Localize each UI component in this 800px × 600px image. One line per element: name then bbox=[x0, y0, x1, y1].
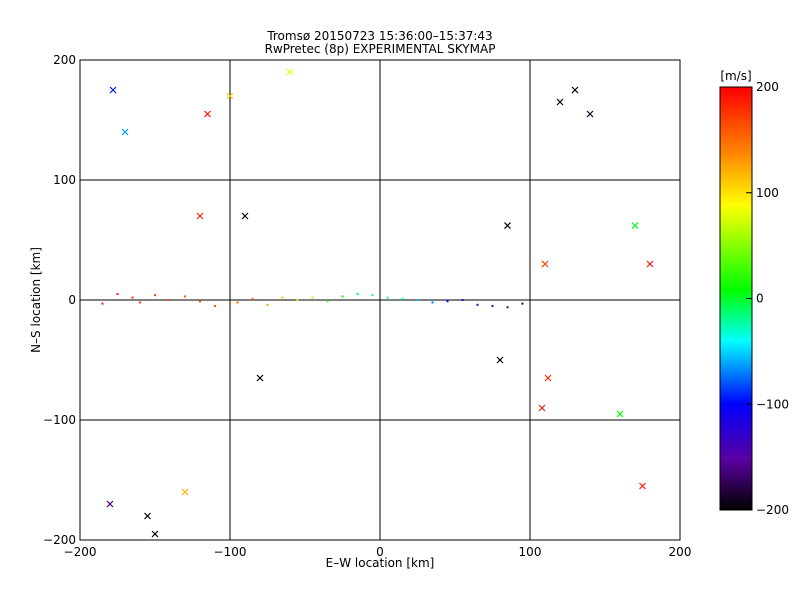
point-dot-20 bbox=[386, 296, 389, 299]
point-dot-4 bbox=[154, 294, 156, 297]
point-dot-2 bbox=[131, 296, 134, 299]
y-axis-ticks: −200 −100 0 100 200 bbox=[43, 53, 680, 547]
point-dot-17 bbox=[341, 295, 344, 298]
y-tick-label-2: 0 bbox=[68, 293, 76, 307]
point-dot-21 bbox=[401, 297, 404, 300]
colorbar-tick-label-2: 0 bbox=[756, 292, 764, 306]
point-dot-5 bbox=[169, 299, 171, 301]
point-cross-52 bbox=[121, 128, 129, 136]
colorbar-tick-label-1: −100 bbox=[756, 397, 789, 411]
point-cross-46 bbox=[241, 212, 249, 220]
point-cross-45 bbox=[538, 404, 546, 412]
point-cross-31 bbox=[144, 512, 151, 520]
point-cross-36 bbox=[646, 260, 654, 268]
point-dot-13 bbox=[281, 296, 284, 299]
point-dot-22 bbox=[416, 299, 419, 301]
point-cross-30 bbox=[204, 110, 211, 118]
x-tick-label-3: 100 bbox=[519, 545, 542, 559]
point-dot-15 bbox=[311, 296, 314, 299]
point-dot-12 bbox=[266, 303, 269, 306]
colorbar-tick-label-3: 100 bbox=[756, 186, 779, 200]
colorbar-ticks: −200 −100 0 100 200 bbox=[746, 80, 789, 517]
point-dot-8 bbox=[214, 305, 216, 307]
point-dot-16 bbox=[326, 300, 329, 303]
point-cross-41 bbox=[226, 92, 234, 100]
point-dot-23 bbox=[431, 301, 434, 304]
grid-lines bbox=[80, 60, 680, 540]
point-cross-32 bbox=[196, 212, 204, 220]
point-cross-33 bbox=[571, 86, 579, 94]
data-points bbox=[101, 68, 654, 538]
y-tick-label-0: −200 bbox=[43, 533, 76, 547]
x-tick-label-4: 200 bbox=[669, 545, 692, 559]
point-cross-53 bbox=[109, 86, 117, 94]
colorbar-tick-label-0: −200 bbox=[756, 503, 789, 517]
point-cross-38 bbox=[106, 500, 114, 508]
point-dot-29 bbox=[521, 302, 524, 305]
y-tick-label-3: 100 bbox=[53, 173, 76, 187]
x-tick-label-1: −100 bbox=[214, 545, 247, 559]
point-cross-40 bbox=[286, 68, 294, 76]
point-cross-49 bbox=[504, 222, 511, 230]
point-dot-9 bbox=[229, 302, 231, 305]
point-cross-34 bbox=[556, 98, 564, 106]
point-dot-10 bbox=[236, 301, 239, 304]
colorbar-label: [m/s] bbox=[720, 69, 751, 83]
point-dot-27 bbox=[491, 305, 494, 307]
point-dot-18 bbox=[356, 293, 359, 295]
point-dot-11 bbox=[251, 297, 254, 300]
point-dot-24 bbox=[446, 300, 449, 303]
point-dot-3 bbox=[139, 301, 141, 304]
point-dot-7 bbox=[199, 300, 201, 303]
point-dot-14 bbox=[296, 299, 299, 301]
point-cross-35 bbox=[586, 110, 594, 118]
point-dot-19 bbox=[371, 294, 374, 297]
colorbar-tick-label-4: 200 bbox=[756, 80, 779, 94]
point-cross-47 bbox=[256, 374, 264, 382]
point-dot-25 bbox=[461, 299, 464, 301]
point-cross-50 bbox=[631, 222, 639, 230]
y-axis-label: N–S location [km] bbox=[29, 247, 43, 353]
point-dot-26 bbox=[476, 303, 479, 306]
x-tick-label-0: −200 bbox=[64, 545, 97, 559]
point-cross-51 bbox=[616, 410, 624, 418]
point-cross-39 bbox=[151, 530, 159, 538]
y-tick-label-4: 200 bbox=[53, 53, 76, 67]
point-dot-0 bbox=[101, 302, 104, 305]
point-cross-37 bbox=[639, 482, 646, 490]
point-dot-1 bbox=[116, 293, 119, 295]
chart-title-line2: RwPretec (8p) EXPERIMENTAL SKYMAP bbox=[265, 42, 496, 56]
x-axis-label: E–W location [km] bbox=[326, 556, 435, 570]
y-tick-label-1: −100 bbox=[43, 413, 76, 427]
point-cross-48 bbox=[496, 356, 504, 364]
chart-title-line1: Tromsø 20150723 15:36:00–15:37:43 bbox=[266, 29, 492, 43]
point-dot-6 bbox=[184, 295, 186, 298]
x-tick-label-2: 0 bbox=[376, 545, 384, 559]
x-axis-ticks: −200 −100 0 100 200 bbox=[64, 60, 692, 559]
point-cross-42 bbox=[181, 488, 189, 496]
point-cross-43 bbox=[541, 260, 549, 268]
point-dot-28 bbox=[506, 306, 509, 309]
point-cross-44 bbox=[544, 374, 552, 382]
